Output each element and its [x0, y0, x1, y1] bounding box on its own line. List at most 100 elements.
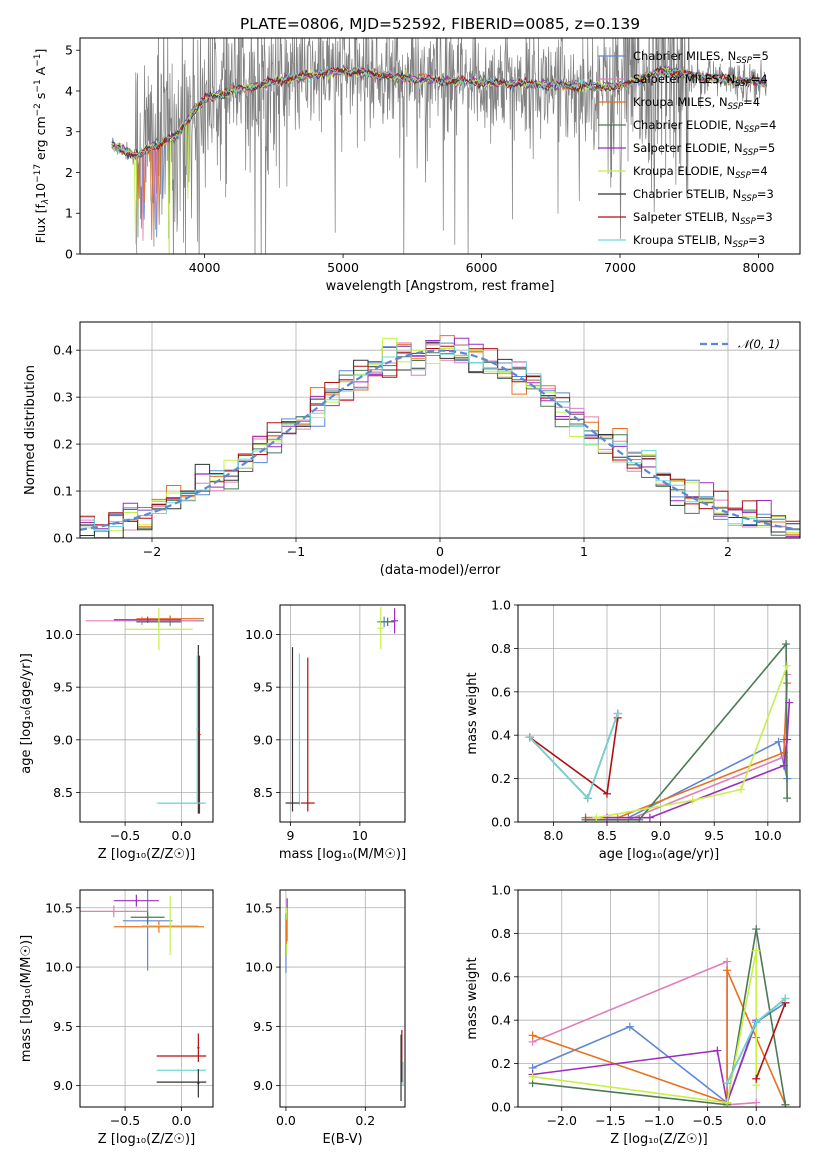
mass-weight-marker: [752, 946, 761, 955]
y-tick-label: 0.4: [53, 343, 73, 358]
x-tick-label: 0: [436, 544, 444, 559]
y-tick-label: 10.5: [245, 900, 273, 915]
x-tick-label: 5000: [327, 260, 359, 275]
mass-weight-marker: [723, 966, 732, 975]
data-point: [130, 911, 165, 924]
mass-weight-marker: [583, 794, 592, 803]
y-tick-label: 0.6: [491, 684, 511, 699]
y-tick-label: 0.0: [53, 531, 73, 546]
plot-area: [80, 335, 800, 538]
y-axis-label: age [log₁₀(age/yr)]: [19, 653, 34, 774]
data-point: [377, 607, 385, 650]
axes-frame: [79, 321, 801, 539]
y-tick-label: 0.2: [491, 771, 511, 786]
plot-area: [285, 607, 399, 812]
y-tick-label: 0.0: [491, 1100, 511, 1115]
x-axis-label: Z [log₁₀(Z/Z☉)]: [610, 1132, 707, 1147]
y-tick-label: 5: [65, 43, 73, 58]
y-tick-label: 3: [65, 124, 73, 139]
x-tick-label: 4000: [189, 260, 221, 275]
y-tick-label: 8.5: [253, 785, 273, 800]
plot-layer: 4000 5000 6000 7000 8000 0 1 2 3 4 5 wavelength [An…: [19, 37, 801, 1147]
plot-area: [285, 898, 404, 1102]
mass-weight-line: [529, 713, 619, 800]
data-point: [125, 608, 193, 651]
axes-frame: [79, 37, 801, 255]
y-tick-label: 1: [65, 206, 73, 221]
y-tick-label: 10.5: [45, 900, 73, 915]
legend-entry: Salpeter STELIB, NSSP=3: [633, 210, 773, 227]
y-tick-label: 0.2: [53, 437, 73, 452]
y-tick-label: 0.4: [491, 728, 511, 743]
x-axis-label: Z [log₁₀(Z/Z☉)]: [98, 847, 195, 862]
y-axis-label: mass weight: [465, 672, 480, 754]
mass-weight-marker: [783, 661, 792, 670]
mass-weight-marker: [723, 1098, 732, 1107]
mw_vs_Z-panel: −2.0 −1.5 −1.0 −0.5 0.0 0.0 0.2 0.4 0.6 0.8 1.0 Z […: [465, 883, 801, 1147]
data-point: [113, 894, 159, 907]
y-tick-label: 9.0: [53, 1078, 73, 1093]
mass-weight-marker: [783, 735, 792, 744]
y-tick-label: 0: [65, 247, 73, 262]
x-tick-label: −2: [143, 544, 161, 559]
mass-weight-line: [532, 1019, 757, 1106]
mass-weight-marker: [752, 1074, 761, 1083]
mass-weight-line: [532, 950, 757, 1104]
legend-entry: 𝒩(0, 1): [738, 337, 780, 351]
mass-weight-marker: [613, 709, 622, 718]
x-tick-label: 9.5: [704, 828, 724, 843]
data-point: [85, 616, 199, 626]
data-point: [197, 1033, 200, 1062]
y-axis-label: Flux [fλ10−17 erg cm−2 s−1 A−1]: [33, 49, 51, 244]
y-axis-label: Normed distribution: [23, 365, 38, 495]
mass-weight-marker: [528, 1031, 537, 1040]
y-tick-label: 0.8: [491, 641, 511, 656]
y-tick-label: 9.5: [253, 1019, 273, 1034]
mass-weight-line: [529, 713, 619, 800]
y-tick-label: 0.8: [491, 926, 511, 941]
mass-weight-marker: [592, 813, 601, 822]
mass-weight-marker: [688, 796, 697, 805]
mass-weight-marker: [723, 1079, 732, 1088]
data-point: [80, 905, 148, 918]
x-tick-label: 0.0: [746, 1113, 766, 1128]
mass-weight-marker: [783, 794, 792, 803]
y-tick-label: 9.0: [53, 732, 73, 747]
mass-weight-marker: [752, 925, 761, 934]
y-tick-label: 0.0: [491, 815, 511, 830]
mass-weight-line: [755, 1002, 787, 1080]
data-point: [198, 655, 201, 814]
legend-entry: Kroupa STELIB, NSSP=3: [633, 233, 765, 250]
mass-weight-marker: [528, 1072, 537, 1081]
plot-area: [85, 608, 207, 814]
y-tick-label: 10.0: [45, 960, 73, 975]
mass_vs_Z-panel: −0.5 0.0 9.0 9.5 10.0 10.5 Z [log₁₀(Z/Z☉)] mass…: [19, 889, 214, 1147]
y-tick-label: 9.5: [53, 1019, 73, 1034]
mass-weight-marker: [525, 733, 534, 742]
x-tick-label: 9.0: [651, 828, 671, 843]
mass-weight-marker: [752, 1018, 761, 1027]
x-axis-label: E(B-V): [322, 1132, 362, 1147]
model-spectrum: [111, 65, 767, 157]
data-point: [113, 616, 182, 623]
x-tick-label: −2.0: [547, 1113, 577, 1128]
mass-weight-marker: [774, 737, 783, 746]
residuals-panel: −2 −1 0 1 2 0.0 0.1 0.2 0.3 0.4 (data-model)/error…: [23, 321, 801, 578]
mass-weight-line: [596, 665, 788, 819]
mass-weight-marker: [781, 994, 790, 1003]
mass-weight-marker: [625, 1022, 634, 1031]
mass-weight-marker: [723, 957, 732, 966]
y-tick-label: 9.0: [253, 732, 273, 747]
mass-weight-line: [607, 702, 791, 819]
observed-spectrum: [111, 38, 768, 254]
y-tick-label: 1.0: [491, 883, 511, 898]
mw_vs_age-panel: 8.0 8.5 9.0 9.5 10.0 0.0 0.2 0.4 0.6 0.8 1.0 age [l…: [465, 598, 801, 862]
x-axis-label: Z [log₁₀(Z/Z☉)]: [98, 1132, 195, 1147]
y-tick-label: 0.2: [491, 1056, 511, 1071]
y-tick-label: 10.0: [245, 960, 273, 975]
legend-entry: Kroupa ELODIE, NSSP=4: [633, 164, 768, 181]
y-tick-label: 0.4: [491, 1013, 511, 1028]
mass_vs_ebv-panel: 0.0 0.2 9.0 9.5 10.0 10.5 E(B-V): [245, 889, 406, 1147]
spectrum-panel: 4000 5000 6000 7000 8000 0 1 2 3 4 5 wavelength [An…: [33, 37, 801, 294]
